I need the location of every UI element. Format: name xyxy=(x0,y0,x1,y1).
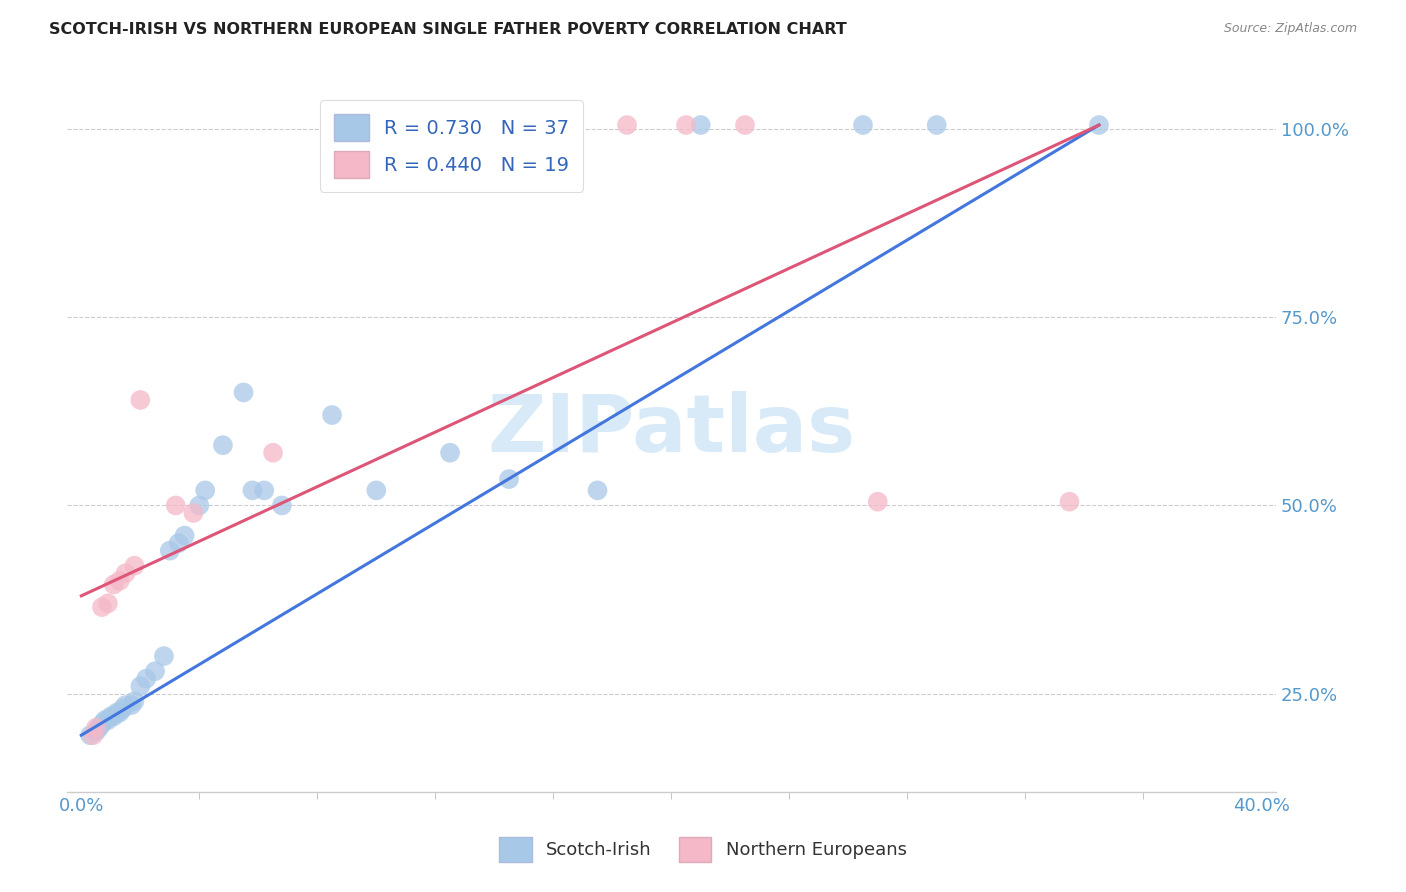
Point xyxy=(94,713,117,727)
Point xyxy=(143,664,166,678)
Point xyxy=(121,698,143,712)
Point xyxy=(366,483,388,498)
Point xyxy=(84,721,107,735)
Point xyxy=(97,713,120,727)
Point xyxy=(108,706,131,720)
Point xyxy=(82,728,104,742)
Text: Source: ZipAtlas.com: Source: ZipAtlas.com xyxy=(1223,22,1357,36)
Point xyxy=(91,600,114,615)
Point xyxy=(498,472,520,486)
Point xyxy=(866,494,889,508)
Point xyxy=(262,446,284,460)
Point xyxy=(124,558,146,573)
Point xyxy=(103,709,125,723)
Point xyxy=(129,392,152,407)
Point xyxy=(498,118,520,132)
Point xyxy=(675,118,697,132)
Point xyxy=(79,728,101,742)
Point xyxy=(188,499,211,513)
Point xyxy=(321,408,343,422)
Point xyxy=(173,528,195,542)
Point xyxy=(271,499,294,513)
Text: ZIPatlas: ZIPatlas xyxy=(486,391,855,469)
Point xyxy=(439,446,461,460)
Point xyxy=(135,672,157,686)
Point xyxy=(124,694,146,708)
Point xyxy=(194,483,217,498)
Point xyxy=(232,385,254,400)
Point xyxy=(84,724,107,739)
Point xyxy=(689,118,711,132)
Point xyxy=(1088,118,1111,132)
Point xyxy=(103,577,125,591)
Text: SCOTCH-IRISH VS NORTHERN EUROPEAN SINGLE FATHER POVERTY CORRELATION CHART: SCOTCH-IRISH VS NORTHERN EUROPEAN SINGLE… xyxy=(49,22,846,37)
Point xyxy=(159,543,181,558)
Point xyxy=(91,717,114,731)
Point xyxy=(253,483,276,498)
Point xyxy=(114,566,136,581)
Point xyxy=(242,483,264,498)
Point xyxy=(183,506,205,520)
Point xyxy=(439,118,461,132)
Point xyxy=(153,649,176,664)
Point xyxy=(108,574,131,588)
Point xyxy=(129,679,152,693)
Point xyxy=(97,596,120,610)
Point xyxy=(114,698,136,712)
Legend: Scotch-Irish, Northern Europeans: Scotch-Irish, Northern Europeans xyxy=(492,830,914,870)
Point xyxy=(734,118,756,132)
Point xyxy=(111,702,134,716)
Point xyxy=(925,118,948,132)
Point xyxy=(87,721,110,735)
Point xyxy=(586,483,609,498)
Point xyxy=(100,709,122,723)
Point xyxy=(212,438,235,452)
Point xyxy=(616,118,638,132)
Point xyxy=(852,118,875,132)
Legend: R = 0.730   N = 37, R = 0.440   N = 19: R = 0.730 N = 37, R = 0.440 N = 19 xyxy=(321,100,583,192)
Point xyxy=(1059,494,1081,508)
Point xyxy=(105,706,128,720)
Point xyxy=(167,536,190,550)
Point xyxy=(165,499,187,513)
